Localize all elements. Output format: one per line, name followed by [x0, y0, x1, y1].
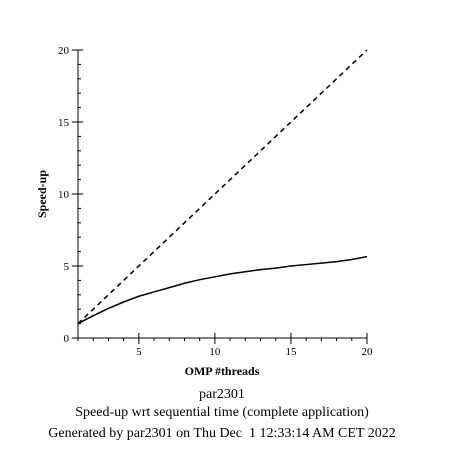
y-tick-label: 20: [58, 45, 70, 57]
x-tick-label: 15: [285, 346, 297, 358]
ideal-speedup-line: [77, 49, 368, 325]
y-tick-label: 15: [58, 117, 70, 129]
x-tick-label: 20: [362, 346, 374, 358]
caption-generated: Generated by par2301 on Thu Dec 1 12:33:…: [48, 426, 395, 441]
ticks: 0 5 10 15 20 5 10 15 20: [58, 45, 373, 358]
x-axis-title: OMP #threads: [185, 364, 260, 378]
y-tick-label: 5: [64, 261, 70, 273]
y-axis-title: Speed-up: [35, 170, 49, 218]
series: [77, 49, 368, 325]
axes: [77, 50, 367, 339]
measured-speedup-line: [77, 255, 368, 325]
y-tick-label: 0: [64, 333, 70, 345]
y-tick-label: 10: [58, 189, 70, 201]
caption-title: Speed-up wrt sequential time (complete a…: [75, 405, 369, 420]
x-tick-label: 5: [136, 346, 142, 358]
x-tick-label: 10: [209, 346, 221, 358]
caption-user: par2301: [199, 387, 245, 402]
